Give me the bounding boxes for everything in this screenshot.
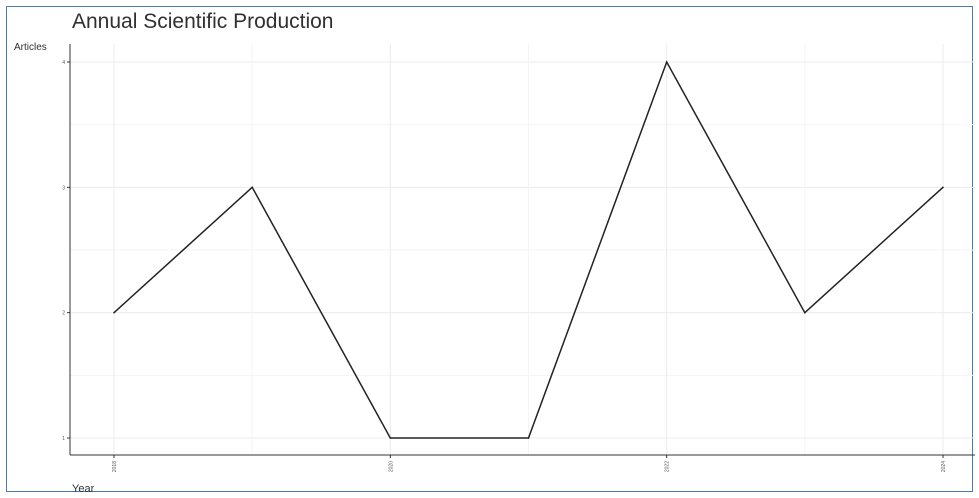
data-point [113, 311, 115, 314]
data-point [251, 186, 253, 189]
x-tick-label: 2020 [388, 461, 394, 472]
data-point [665, 61, 668, 63]
data-point [389, 437, 392, 439]
chart-frame [6, 6, 973, 492]
x-tick-label: 2018 [112, 461, 118, 472]
data-point [527, 437, 530, 439]
y-tick-label: 3 [62, 185, 65, 191]
data-point [942, 186, 944, 189]
y-tick-label: 2 [62, 311, 65, 317]
y-axis-label: Articles [14, 42, 47, 53]
x-axis-label: Year [72, 483, 95, 495]
grid-layer [70, 44, 975, 455]
data-point [804, 311, 806, 314]
y-tick-label: 4 [62, 60, 65, 66]
x-tick-label: 2024 [941, 461, 947, 472]
x-tick-label: 2022 [665, 461, 671, 472]
chart-title: Annual Scientific Production [72, 10, 334, 33]
series-layer [113, 60, 944, 439]
y-tick-label: 1 [62, 436, 65, 442]
axes-layer [67, 44, 975, 458]
tick-label-layer: 1 2 3 4 2018 2020 2022 2024 [62, 60, 947, 472]
